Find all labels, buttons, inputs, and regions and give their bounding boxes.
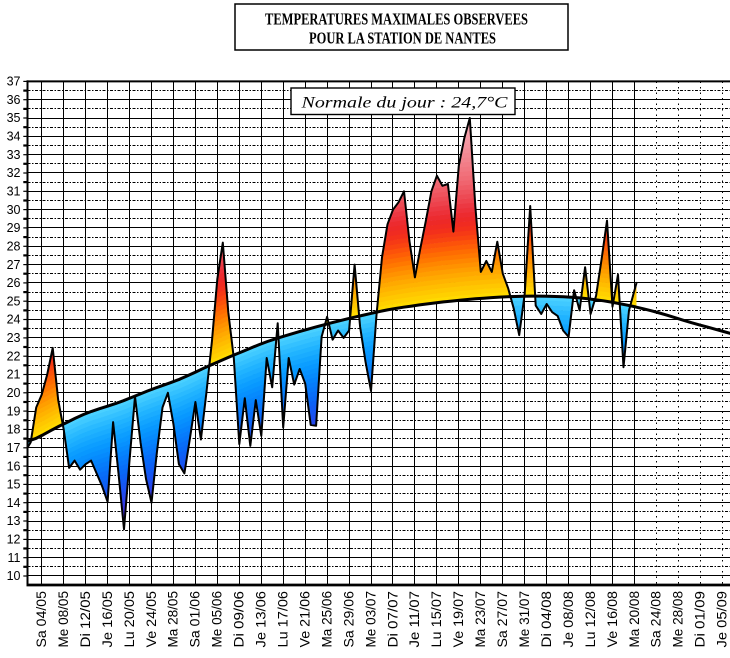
svg-text:Me 31/07: Me 31/07 (517, 591, 532, 648)
svg-text:Me 05/06: Me 05/06 (210, 591, 225, 648)
svg-text:Sa 29/06: Sa 29/06 (341, 591, 356, 648)
svg-text:24: 24 (7, 313, 21, 327)
svg-text:28: 28 (7, 240, 21, 254)
svg-text:16: 16 (7, 459, 21, 473)
svg-text:32: 32 (7, 166, 21, 180)
svg-text:Je 13/06: Je 13/06 (254, 591, 269, 648)
svg-text:14: 14 (7, 496, 21, 510)
svg-text:29: 29 (7, 221, 21, 235)
svg-text:Je 11/07: Je 11/07 (407, 591, 422, 648)
svg-text:18: 18 (7, 423, 21, 437)
svg-text:Normale du jour : 24,7°C: Normale du jour : 24,7°C (300, 95, 508, 112)
svg-text:19: 19 (7, 404, 21, 418)
svg-text:26: 26 (7, 276, 21, 290)
svg-text:Ma 23/07: Ma 23/07 (473, 591, 488, 648)
svg-text:Me 03/07: Me 03/07 (363, 591, 378, 648)
svg-text:Lu 15/07: Lu 15/07 (429, 591, 444, 648)
svg-text:POUR LA STATION DE NANTES: POUR LA STATION DE NANTES (309, 29, 496, 48)
svg-text:35: 35 (7, 111, 21, 125)
svg-text:Di 04/08: Di 04/08 (539, 591, 554, 648)
svg-text:Ve 21/06: Ve 21/06 (298, 591, 313, 648)
svg-text:30: 30 (7, 203, 21, 217)
svg-text:25: 25 (7, 294, 21, 308)
svg-text:22: 22 (7, 349, 21, 363)
svg-text:Sa 01/06: Sa 01/06 (188, 591, 203, 648)
svg-text:11: 11 (8, 551, 21, 565)
svg-text:Je 08/08: Je 08/08 (561, 591, 576, 648)
svg-text:Lu 20/05: Lu 20/05 (122, 591, 137, 648)
svg-text:Je 05/09: Je 05/09 (715, 591, 730, 648)
svg-text:Ve 19/07: Ve 19/07 (451, 591, 466, 648)
svg-text:21: 21 (7, 368, 21, 382)
svg-text:Sa 27/07: Sa 27/07 (495, 591, 510, 648)
svg-text:12: 12 (7, 533, 21, 547)
svg-text:Je 16/05: Je 16/05 (100, 591, 115, 648)
svg-text:34: 34 (7, 130, 21, 144)
svg-text:Di 12/05: Di 12/05 (78, 591, 93, 648)
svg-text:Me 28/08: Me 28/08 (671, 591, 686, 648)
svg-text:37: 37 (7, 75, 21, 89)
svg-text:31: 31 (7, 185, 21, 199)
svg-text:Ma 20/08: Ma 20/08 (627, 591, 642, 648)
svg-text:Lu 12/08: Lu 12/08 (583, 591, 598, 648)
svg-text:36: 36 (7, 93, 21, 107)
svg-text:13: 13 (7, 514, 21, 528)
svg-text:TEMPERATURES MAXIMALES OBSERVE: TEMPERATURES MAXIMALES OBSERVEES (265, 10, 528, 29)
svg-text:15: 15 (7, 478, 21, 492)
svg-text:17: 17 (7, 441, 21, 455)
svg-text:Sa 24/08: Sa 24/08 (649, 591, 664, 648)
svg-text:10: 10 (7, 569, 21, 583)
svg-text:23: 23 (7, 331, 21, 345)
svg-text:Di 01/09: Di 01/09 (693, 591, 708, 648)
svg-text:Lu 17/06: Lu 17/06 (276, 591, 291, 648)
svg-text:Ma 28/05: Ma 28/05 (166, 591, 181, 648)
svg-text:33: 33 (7, 148, 21, 162)
svg-text:Di 09/06: Di 09/06 (232, 591, 247, 648)
svg-text:Me 08/05: Me 08/05 (56, 591, 71, 648)
svg-text:Ve 24/05: Ve 24/05 (144, 591, 159, 648)
svg-text:Di 07/07: Di 07/07 (385, 591, 400, 648)
svg-text:Ma 25/06: Ma 25/06 (319, 591, 334, 648)
svg-text:20: 20 (7, 386, 21, 400)
svg-text:27: 27 (7, 258, 21, 272)
svg-text:Sa 04/05: Sa 04/05 (34, 591, 49, 648)
svg-text:Ve 16/08: Ve 16/08 (605, 591, 620, 648)
